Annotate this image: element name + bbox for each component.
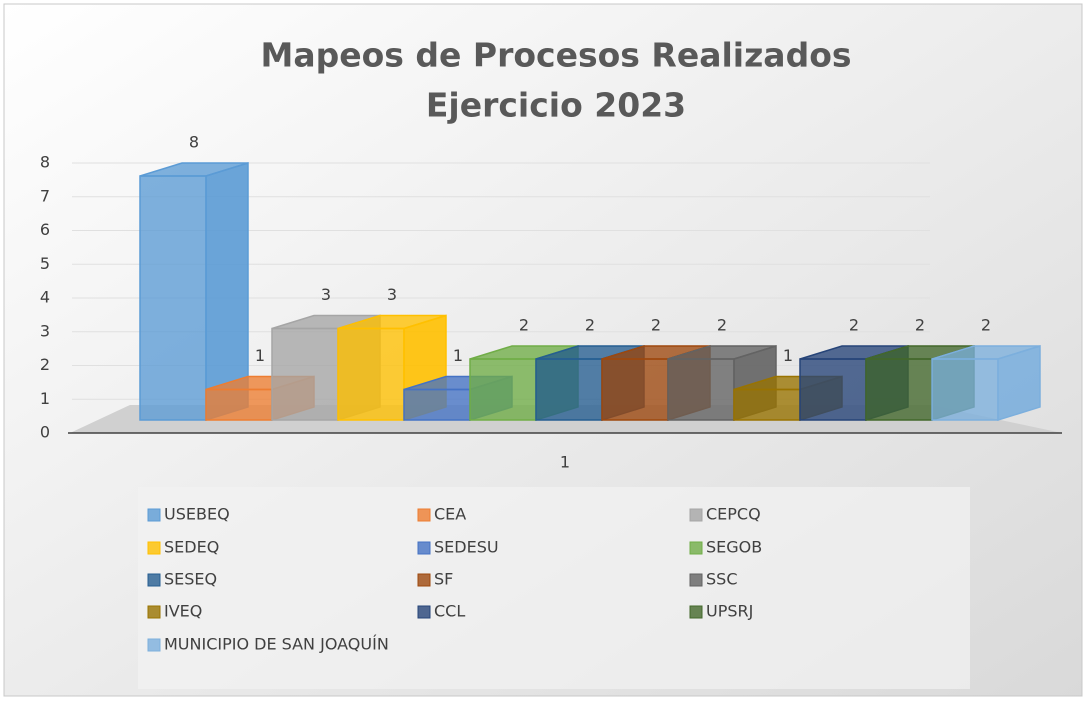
bar bbox=[535, 358, 603, 421]
legend-label: SF bbox=[434, 570, 453, 589]
y-tick-label: 1 bbox=[40, 389, 50, 408]
legend-label: IVEQ bbox=[164, 602, 202, 621]
legend-label: CCL bbox=[434, 602, 465, 621]
chart-title: Mapeos de Procesos Realizados bbox=[260, 36, 851, 75]
bar bbox=[799, 358, 867, 421]
data-label: 2 bbox=[981, 316, 991, 335]
bar bbox=[931, 358, 999, 421]
bar bbox=[205, 388, 273, 421]
chart-subtitle: Ejercicio 2023 bbox=[426, 86, 686, 125]
y-tick-label: 3 bbox=[40, 321, 50, 340]
legend-label: MUNICIPIO DE SAN JOAQUÍN bbox=[164, 635, 389, 654]
data-label: 2 bbox=[585, 316, 595, 335]
legend-swatch bbox=[417, 541, 431, 555]
y-tick-label: 6 bbox=[40, 220, 50, 239]
data-label: 1 bbox=[255, 346, 265, 365]
y-tick-label: 2 bbox=[40, 355, 50, 374]
x-tick-label: 1 bbox=[560, 453, 570, 472]
legend-swatch bbox=[417, 508, 431, 522]
legend-swatch bbox=[417, 573, 431, 587]
bar bbox=[271, 327, 339, 421]
bar bbox=[601, 358, 669, 421]
bar bbox=[865, 358, 933, 421]
data-label: 3 bbox=[321, 285, 331, 304]
legend-swatch bbox=[147, 573, 161, 587]
data-label: 2 bbox=[519, 316, 529, 335]
legend-label: SEGOB bbox=[706, 538, 762, 557]
bar bbox=[403, 388, 471, 421]
y-tick-label: 7 bbox=[40, 186, 50, 205]
legend-label: SEDEQ bbox=[164, 538, 219, 557]
legend-label: USEBEQ bbox=[164, 505, 230, 524]
legend-label: UPSRJ bbox=[706, 602, 753, 621]
data-label: 3 bbox=[387, 285, 397, 304]
legend-label: SEDESU bbox=[434, 538, 499, 557]
legend-swatch bbox=[417, 605, 431, 619]
legend-label: SSC bbox=[706, 570, 737, 589]
legend-swatch bbox=[689, 573, 703, 587]
legend-label: CEPCQ bbox=[706, 505, 761, 524]
legend-swatch bbox=[689, 605, 703, 619]
legend-swatch bbox=[147, 605, 161, 619]
bar bbox=[337, 327, 405, 421]
bar bbox=[667, 358, 735, 421]
bar bbox=[139, 175, 207, 421]
y-tick-label: 5 bbox=[40, 254, 50, 273]
data-label: 2 bbox=[651, 316, 661, 335]
y-tick-label: 0 bbox=[40, 423, 50, 442]
legend-swatch bbox=[147, 541, 161, 555]
legend-swatch bbox=[147, 638, 161, 652]
y-tick-label: 4 bbox=[40, 288, 50, 307]
legend bbox=[138, 487, 970, 689]
legend-swatch bbox=[147, 508, 161, 522]
bar bbox=[733, 388, 801, 421]
data-label: 2 bbox=[717, 316, 727, 335]
bar bbox=[469, 358, 537, 421]
data-label: 2 bbox=[915, 316, 925, 335]
data-label: 8 bbox=[189, 133, 199, 152]
data-label: 2 bbox=[849, 316, 859, 335]
legend-swatch bbox=[689, 541, 703, 555]
legend-label: SESEQ bbox=[164, 570, 217, 589]
data-label: 1 bbox=[453, 346, 463, 365]
y-tick-label: 8 bbox=[40, 153, 50, 172]
legend-swatch bbox=[689, 508, 703, 522]
data-label: 1 bbox=[783, 346, 793, 365]
legend-label: CEA bbox=[434, 505, 466, 524]
